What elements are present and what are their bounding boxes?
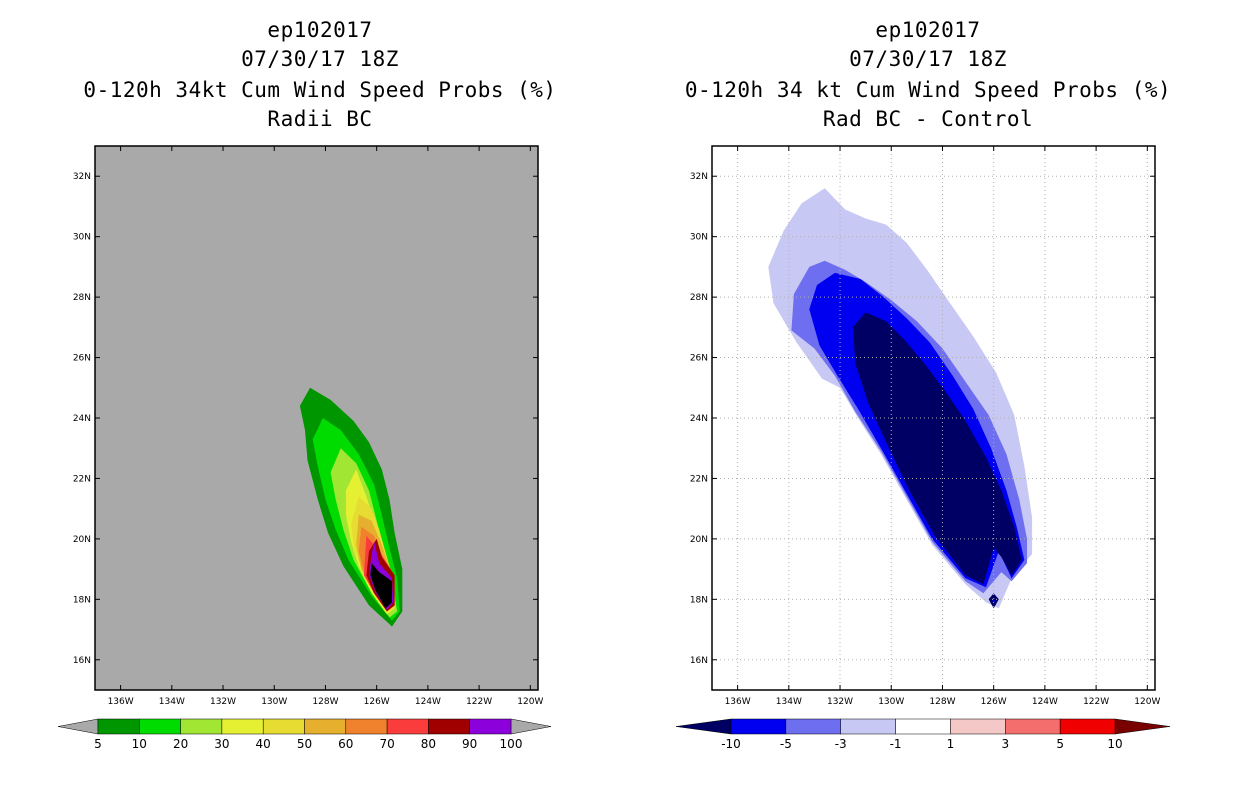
chart-subheading: Rad BC - Control: [822, 107, 1034, 131]
colorbar-label: -1: [890, 737, 902, 751]
y-tick-label: 20N: [690, 535, 708, 545]
x-tick-label: 134W: [776, 697, 802, 707]
colorbar-swatch: [345, 718, 388, 735]
colorbar-swatch: [785, 718, 841, 735]
colorbar-swatch: [469, 718, 512, 735]
colorbar-label: 20: [173, 737, 188, 751]
colorbar-label: 3: [1001, 737, 1009, 751]
y-tick-label: 32N: [690, 172, 708, 182]
left-chart-title: ep102017 07/30/17 18Z 0-120h 34kt Cum Wi…: [40, 16, 600, 134]
colorbar-high-triangle: [1114, 718, 1171, 735]
y-tick-label: 32N: [73, 172, 91, 182]
x-tick-label: 130W: [878, 697, 904, 707]
colorbar-label: -10: [721, 737, 741, 751]
contour-level-neg10: [852, 312, 1022, 585]
y-tick-label: 30N: [73, 233, 91, 243]
colorbar-swatch: [304, 718, 347, 735]
colorbar-swatch: [97, 718, 140, 735]
y-tick-label: 28N: [690, 293, 708, 303]
x-tick-label: 124W: [415, 697, 441, 707]
colorbar-swatch: [221, 718, 264, 735]
x-tick-label: 128W: [312, 697, 338, 707]
forecast-time: 07/30/17 18Z: [241, 47, 399, 71]
colorbar-swatch: [730, 718, 787, 735]
contour-layer: [768, 188, 1033, 609]
colorbar-low-triangle: [57, 718, 99, 735]
y-tick-label: 24N: [690, 414, 708, 424]
y-tick-label: 20N: [73, 535, 91, 545]
contour-layer: [299, 387, 403, 627]
colorbar-swatch: [950, 718, 1006, 735]
storm-id: ep102017: [267, 18, 373, 42]
x-tick-label: 120W: [1134, 697, 1160, 707]
chart-subheading: Radii BC: [267, 107, 373, 131]
x-tick-label: 132W: [210, 697, 236, 707]
y-tick-label: 18N: [73, 595, 91, 605]
x-tick-label: 136W: [725, 697, 751, 707]
y-tick-label: 22N: [690, 474, 708, 484]
x-tick-label: 120W: [517, 697, 543, 707]
chart-panel-1: 136W 134W 132W 130W 128W 126W 124W 122W 120W 32N 3…: [57, 145, 552, 751]
y-tick-label: 26N: [690, 354, 708, 364]
y-tick-label: 16N: [690, 656, 708, 666]
x-tick-label: 122W: [1083, 697, 1109, 707]
right-chart-title: ep102017 07/30/17 18Z 0-120h 34 kt Cum W…: [648, 16, 1208, 134]
colorbar-label: 50: [297, 737, 312, 751]
colorbar-label: 10: [132, 737, 147, 751]
colorbar-label: 100: [500, 737, 523, 751]
chart-heading: 0-120h 34kt Cum Wind Speed Probs (%): [83, 78, 557, 102]
x-tick-label: 136W: [108, 697, 134, 707]
colorbar-label: 1: [947, 737, 955, 751]
colorbar-label: 70: [379, 737, 394, 751]
y-tick-label: 30N: [690, 233, 708, 243]
colorbar-label: 5: [1056, 737, 1064, 751]
x-tick-label: 130W: [261, 697, 287, 707]
y-tick-label: 18N: [690, 595, 708, 605]
colorbar-label: -5: [780, 737, 792, 751]
colorbar: 5 10 20 30 40 50 60 70 80 90 100: [57, 718, 552, 751]
x-tick-label: 122W: [466, 697, 492, 707]
y-tick-label: 26N: [73, 354, 91, 364]
contour-level-100: [370, 563, 392, 609]
colorbar-swatch: [180, 718, 223, 735]
colorbar-label: 90: [462, 737, 477, 751]
colorbar-swatch: [840, 718, 896, 735]
colorbar-swatch: [1059, 718, 1116, 735]
colorbar: -10 -5 -3 -1 1 3 5 10: [675, 718, 1171, 751]
y-tick-label: 28N: [73, 293, 91, 303]
contour-level-neg5: [992, 597, 995, 604]
storm-id: ep102017: [875, 18, 981, 42]
x-tick-label: 124W: [1032, 697, 1058, 707]
y-tick-label: 24N: [73, 414, 91, 424]
colorbar-swatch: [1005, 718, 1061, 735]
colorbar-label: 40: [256, 737, 271, 751]
colorbar-swatch: [428, 718, 470, 735]
colorbar-swatch: [895, 718, 951, 735]
x-tick-label: 128W: [929, 697, 955, 707]
colorbar-high-triangle: [510, 718, 552, 735]
colorbar-swatch: [139, 718, 181, 735]
y-tick-label: 16N: [73, 656, 91, 666]
colorbar-label: 10: [1107, 737, 1122, 751]
colorbar-label: -3: [835, 737, 847, 751]
x-tick-label: 126W: [364, 697, 390, 707]
colorbar-low-triangle: [675, 718, 732, 735]
x-tick-label: 126W: [981, 697, 1007, 707]
colorbar-label: 60: [338, 737, 353, 751]
x-tick-label: 134W: [159, 697, 185, 707]
colorbar-swatch: [262, 718, 305, 735]
colorbar-label: 30: [214, 737, 229, 751]
colorbar-swatch: [386, 718, 429, 735]
x-tick-label: 132W: [827, 697, 853, 707]
chart-heading: 0-120h 34 kt Cum Wind Speed Probs (%): [684, 78, 1172, 102]
chart-panel-2: 136W 134W 132W 130W 128W 126W 124W 122W 120W 32N 3…: [675, 145, 1171, 751]
colorbar-label: 5: [94, 737, 102, 751]
colorbar-label: 80: [421, 737, 436, 751]
forecast-time: 07/30/17 18Z: [849, 47, 1007, 71]
y-tick-label: 22N: [73, 474, 91, 484]
